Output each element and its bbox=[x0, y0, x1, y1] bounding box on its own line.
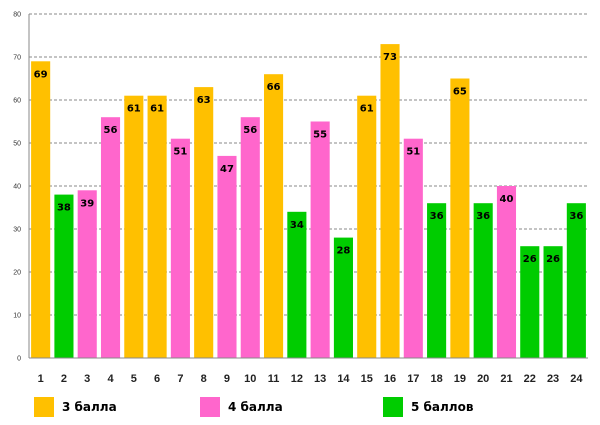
bar bbox=[31, 61, 51, 359]
data-label: 65 bbox=[453, 87, 467, 98]
data-label: 61 bbox=[127, 104, 141, 115]
bar bbox=[403, 138, 423, 358]
x-tick-label: 1 bbox=[38, 373, 44, 385]
bar bbox=[54, 194, 74, 358]
y-tick-label: 80 bbox=[13, 12, 21, 19]
data-label: 63 bbox=[197, 95, 211, 106]
y-tick-label: 70 bbox=[13, 55, 21, 62]
bar bbox=[194, 87, 214, 358]
data-label: 36 bbox=[569, 211, 583, 222]
data-label: 61 bbox=[360, 104, 374, 115]
data-label: 36 bbox=[476, 211, 490, 222]
data-label: 55 bbox=[313, 130, 327, 141]
y-axis-ticks: 0 10 20 30 40 50 60 70 80 bbox=[13, 12, 21, 363]
data-label: 38 bbox=[57, 203, 71, 214]
data-label: 51 bbox=[406, 147, 420, 158]
data-label: 56 bbox=[104, 125, 118, 136]
legend-label-4: 4 балла bbox=[228, 400, 283, 414]
x-tick-label: 20 bbox=[477, 373, 489, 385]
x-tick-label: 9 bbox=[224, 373, 230, 385]
x-tick-label: 5 bbox=[131, 373, 137, 385]
legend-swatch-3 bbox=[34, 397, 54, 417]
bar bbox=[380, 44, 400, 358]
bar bbox=[473, 203, 493, 358]
x-tick-label: 13 bbox=[314, 373, 326, 385]
bar bbox=[100, 117, 121, 358]
bars: 69 38 39 56 61 61 51 63 47 56 66 34 55 28 61 73 51 36 65 36… bbox=[31, 44, 586, 359]
x-tick-label: 4 bbox=[107, 373, 114, 385]
legend-swatch-5 bbox=[383, 397, 403, 417]
bar bbox=[566, 203, 586, 358]
bar bbox=[333, 237, 353, 358]
y-tick-label: 50 bbox=[13, 141, 21, 148]
bar bbox=[450, 78, 470, 358]
bar bbox=[543, 246, 563, 358]
data-label: 66 bbox=[267, 82, 281, 93]
bar bbox=[264, 74, 284, 358]
bar bbox=[496, 186, 517, 358]
x-tick-label: 19 bbox=[454, 373, 466, 385]
data-label: 39 bbox=[80, 198, 94, 209]
x-tick-label: 24 bbox=[570, 373, 583, 385]
legend-item-5: 5 баллов bbox=[383, 397, 473, 417]
x-tick-label: 17 bbox=[407, 373, 419, 385]
x-tick-label: 6 bbox=[154, 373, 160, 385]
x-tick-label: 12 bbox=[291, 373, 303, 385]
x-tick-label: 3 bbox=[84, 373, 90, 385]
bar bbox=[427, 203, 447, 358]
x-tick-label: 23 bbox=[547, 373, 559, 385]
data-label: 28 bbox=[336, 246, 350, 257]
x-tick-label: 2 bbox=[61, 373, 67, 385]
bar bbox=[170, 138, 190, 358]
x-tick-label: 18 bbox=[430, 373, 442, 385]
legend-swatch-4 bbox=[200, 397, 220, 417]
x-tick-label: 14 bbox=[337, 373, 350, 385]
bar bbox=[287, 211, 307, 358]
data-label: 40 bbox=[500, 194, 514, 205]
bar bbox=[520, 246, 540, 358]
legend-item-3: 3 балла bbox=[34, 397, 117, 417]
x-tick-label: 8 bbox=[201, 373, 207, 385]
data-label: 26 bbox=[523, 254, 537, 265]
legend-label-5: 5 баллов bbox=[411, 400, 474, 414]
data-label: 47 bbox=[220, 164, 234, 175]
data-label: 69 bbox=[34, 69, 48, 80]
y-tick-label: 10 bbox=[13, 313, 21, 320]
data-label: 26 bbox=[546, 254, 560, 265]
x-tick-label: 21 bbox=[500, 373, 512, 385]
bar bbox=[310, 121, 330, 358]
bar bbox=[77, 190, 97, 358]
bar bbox=[147, 95, 167, 358]
y-tick-label: 60 bbox=[13, 98, 21, 105]
y-tick-label: 40 bbox=[13, 184, 21, 191]
bar bbox=[240, 117, 260, 358]
x-tick-label: 11 bbox=[268, 373, 280, 385]
data-label: 34 bbox=[290, 220, 304, 231]
y-tick-label: 0 bbox=[17, 356, 21, 363]
bar bbox=[357, 95, 377, 358]
data-label: 61 bbox=[150, 104, 164, 115]
x-tick-label: 10 bbox=[244, 373, 256, 385]
data-label: 51 bbox=[173, 147, 187, 158]
y-tick-label: 30 bbox=[13, 227, 21, 234]
x-tick-label: 16 bbox=[384, 373, 396, 385]
x-axis-labels: 1 2 3 4 5 6 7 8 9 10 11 12 13 14 15 16 17 18 19 20 21 22 23 24 bbox=[38, 373, 584, 385]
bar bbox=[124, 95, 144, 358]
legend-label-3: 3 балла bbox=[62, 400, 117, 414]
x-tick-label: 22 bbox=[524, 373, 536, 385]
x-tick-label: 7 bbox=[177, 373, 183, 385]
data-label: 56 bbox=[243, 125, 257, 136]
y-tick-label: 20 bbox=[13, 270, 21, 277]
data-label: 73 bbox=[383, 52, 397, 63]
data-label: 36 bbox=[430, 211, 444, 222]
x-tick-label: 15 bbox=[361, 373, 373, 385]
bar bbox=[217, 155, 237, 358]
gridlines bbox=[29, 13, 588, 316]
legend-item-4: 4 балла bbox=[200, 397, 283, 417]
